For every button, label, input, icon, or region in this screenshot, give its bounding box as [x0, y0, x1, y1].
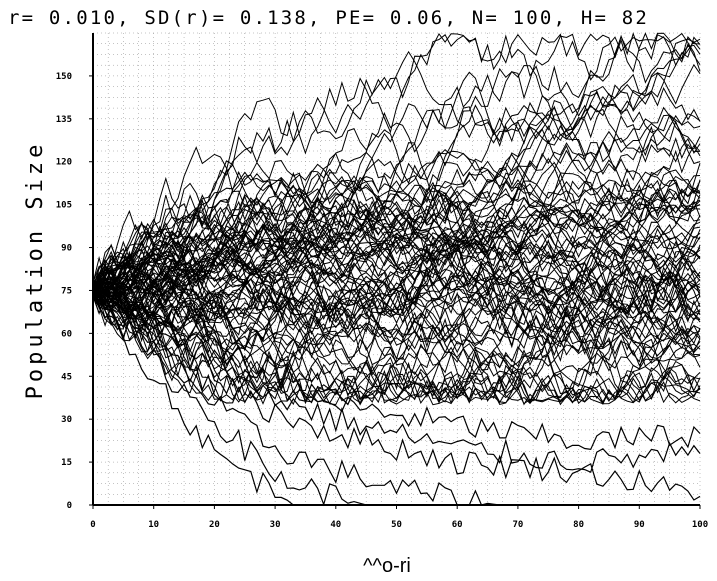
y-tick-label: 120	[56, 158, 72, 168]
trajectory-line	[92, 259, 701, 378]
x-tick-label: 80	[573, 520, 584, 530]
trajectory-line	[92, 266, 701, 406]
trajectory-line	[92, 216, 701, 294]
x-tick-labels: 0 10 20 30 40 50 60 70 80 90 100	[90, 505, 708, 530]
trajectory-line	[92, 255, 701, 405]
y-tick-label: 135	[56, 115, 72, 125]
trajectory-line-low	[92, 291, 701, 474]
trajectory-line	[92, 255, 701, 405]
y-tick-label: 15	[61, 458, 72, 468]
trajectory-line-low	[92, 285, 701, 501]
x-tick-label: 100	[692, 520, 708, 530]
y-tick-label: 45	[61, 372, 72, 382]
trajectory-line	[92, 291, 701, 367]
trajectory-line	[92, 208, 701, 319]
y-tick-labels: 0 15 30 45 60 75 90 105 120 135 150	[56, 72, 93, 511]
trajectory-line-low	[92, 296, 415, 507]
trajectory-line	[92, 163, 701, 400]
chart-title: r= 0.010, SD(r)= 0.138, PE= 0.06, N= 100…	[8, 7, 649, 29]
x-tick-label: 70	[512, 520, 523, 530]
x-tick-label: 60	[452, 520, 463, 530]
x-tick-label: 10	[148, 520, 159, 530]
trajectory-line	[92, 262, 701, 346]
y-tick-label: 60	[61, 329, 72, 339]
y-tick-label: 0	[67, 501, 72, 511]
trajectory-line-low	[92, 288, 342, 506]
x-tick-label: 30	[270, 520, 281, 530]
trajectory-line	[92, 201, 701, 294]
trajectory-line-low	[92, 298, 549, 506]
trajectory-line	[92, 33, 701, 292]
trajectory-line	[92, 206, 701, 394]
trajectory-line	[92, 210, 701, 284]
y-tick-label: 105	[56, 201, 72, 211]
trajectory-line-low	[92, 278, 701, 451]
trajectory-line	[92, 188, 701, 327]
trajectory-line	[92, 71, 701, 312]
figure-caption: ^^o-ri	[363, 555, 411, 577]
trajectory-line	[92, 63, 701, 317]
y-tick-label: 150	[56, 72, 72, 82]
trajectory-line	[92, 253, 701, 406]
trajectory-line	[92, 104, 701, 299]
y-tick-label: 90	[61, 244, 72, 254]
trajectory-line	[92, 228, 701, 406]
x-tick-label: 90	[634, 520, 645, 530]
trajectory-line	[92, 184, 701, 297]
x-tick-label: 20	[209, 520, 220, 530]
trajectory-line	[92, 32, 701, 295]
trajectory-line	[92, 198, 701, 289]
trajectory-line	[92, 283, 701, 405]
trajectory-line	[92, 106, 701, 288]
y-tick-label: 75	[61, 286, 72, 296]
x-tick-label: 0	[90, 520, 95, 530]
trajectory-line	[92, 255, 701, 322]
x-tick-label: 50	[391, 520, 402, 530]
trajectory-line	[92, 283, 701, 404]
y-axis-label: Population Size	[23, 141, 48, 400]
y-tick-label: 30	[61, 415, 72, 425]
trajectory-line	[92, 224, 701, 385]
trajectory-line	[92, 125, 701, 402]
trajectory-line	[92, 179, 701, 337]
trajectory-line	[92, 194, 701, 361]
x-tick-label: 40	[330, 520, 341, 530]
trajectory-line	[92, 207, 701, 290]
series-group	[92, 32, 701, 507]
trajectory-line	[92, 200, 701, 334]
trajectory-line	[92, 262, 701, 348]
trajectory-line	[92, 295, 701, 406]
